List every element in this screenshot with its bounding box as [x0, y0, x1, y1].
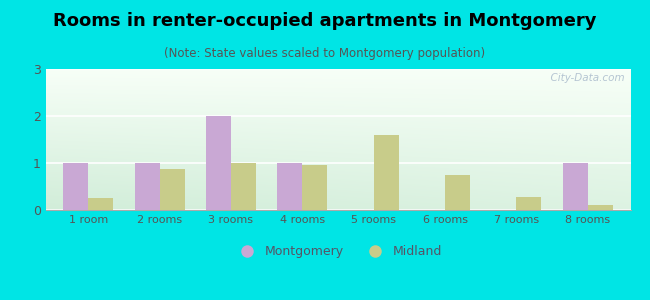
Bar	[206, 116, 231, 210]
Bar	[135, 163, 160, 210]
Text: (Note: State values scaled to Montgomery population): (Note: State values scaled to Montgomery…	[164, 46, 486, 59]
Text: City-Data.com: City-Data.com	[544, 73, 625, 83]
Bar	[374, 135, 398, 210]
Bar	[63, 163, 88, 210]
Bar	[278, 163, 302, 210]
Bar	[588, 205, 613, 210]
Bar	[231, 163, 256, 210]
Bar	[516, 197, 541, 210]
Text: Rooms in renter-occupied apartments in Montgomery: Rooms in renter-occupied apartments in M…	[53, 12, 597, 30]
Legend: Montgomery, Midland: Montgomery, Midland	[229, 240, 447, 263]
Bar	[88, 198, 113, 210]
Bar	[160, 169, 185, 210]
Bar	[302, 165, 328, 210]
Bar	[563, 163, 588, 210]
Bar	[445, 175, 470, 210]
